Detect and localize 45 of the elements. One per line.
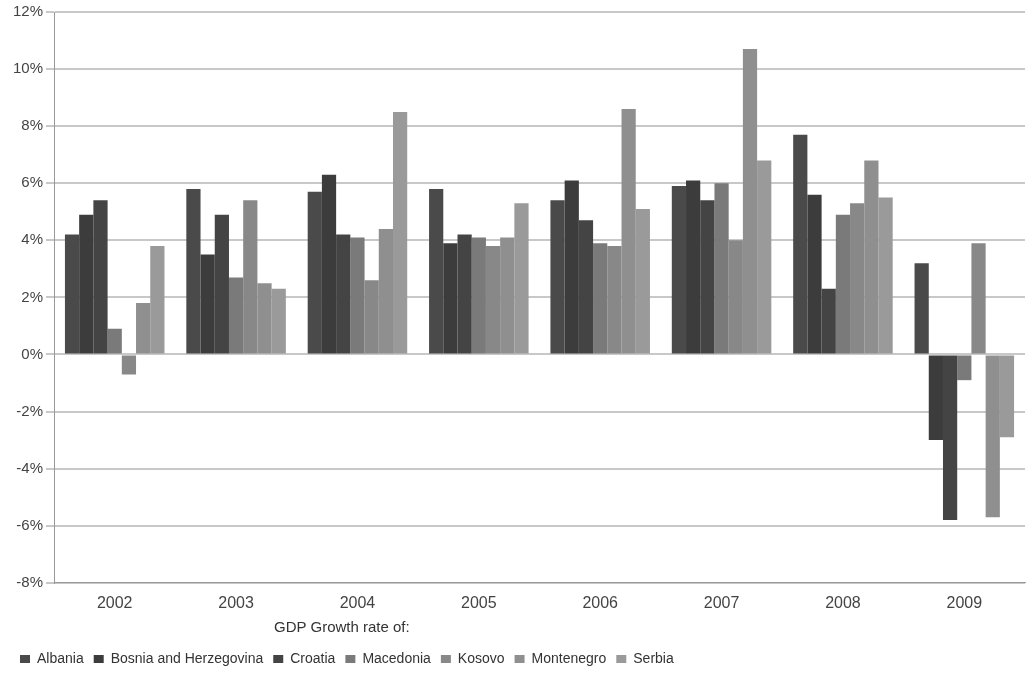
y-tick-label: 10% xyxy=(12,59,44,77)
bar xyxy=(593,243,608,354)
y-tick-label: -8% xyxy=(16,572,44,590)
y-tick-label: 8% xyxy=(21,116,44,134)
x-tick-label: 2009 xyxy=(946,593,983,611)
y-tick-label: 6% xyxy=(21,173,44,191)
bar xyxy=(186,188,201,354)
bar xyxy=(835,214,851,354)
x-tick-label: 2007 xyxy=(703,593,740,611)
legend-label: Croatia xyxy=(290,649,336,666)
legend-label: Montenegro xyxy=(531,649,607,666)
bar xyxy=(550,200,565,354)
bar xyxy=(671,186,687,354)
legend-label: Macedonia xyxy=(362,649,432,666)
y-tick-label: 12% xyxy=(12,2,44,20)
y-tick-label: 4% xyxy=(21,230,44,248)
y-tick-label: -6% xyxy=(16,515,44,533)
bar xyxy=(793,134,808,354)
x-tick-label: 2008 xyxy=(825,593,861,611)
x-tick-label: 2003 xyxy=(218,593,254,611)
legend-label: Bosnia and Herzegovina xyxy=(110,649,264,666)
x-tick-label: 2004 xyxy=(339,593,376,611)
bar xyxy=(228,277,244,354)
bar xyxy=(914,263,929,354)
x-tick-label: 2005 xyxy=(461,593,497,611)
bar xyxy=(307,191,322,354)
legend-label: Kosovo xyxy=(457,649,505,666)
legend-title: GDP Growth rate of: xyxy=(274,617,410,635)
y-tick-label: -4% xyxy=(16,458,44,476)
bar xyxy=(471,237,486,354)
x-tick-label: 2002 xyxy=(96,593,133,611)
bar xyxy=(107,328,122,354)
bar xyxy=(429,188,444,354)
x-tick-label: 2006 xyxy=(582,593,619,611)
y-tick-label: -2% xyxy=(16,401,44,419)
y-tick-label: 0% xyxy=(21,344,44,362)
bar xyxy=(971,243,986,354)
bar xyxy=(714,183,729,354)
bar xyxy=(64,234,80,354)
bar xyxy=(957,355,972,381)
legend-label: Serbia xyxy=(633,649,674,666)
bar xyxy=(121,355,137,375)
y-tick-label: 2% xyxy=(21,287,44,305)
bar xyxy=(350,237,365,354)
legend-label: Albania xyxy=(37,649,84,666)
